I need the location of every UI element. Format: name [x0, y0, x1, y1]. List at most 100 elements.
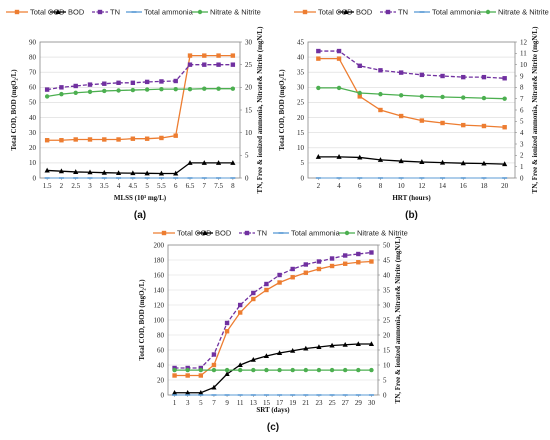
data-point: [316, 48, 321, 54]
data-point: [172, 367, 177, 373]
x-tick-label: 7.5: [214, 182, 223, 190]
y-right-tick-label: 20: [245, 84, 253, 92]
legend-label: Total ammonia: [432, 8, 482, 17]
data-point: [116, 137, 121, 142]
y-right-tick-label: 6: [520, 106, 524, 114]
data-point: [115, 170, 122, 176]
data-point: [87, 82, 93, 87]
x-tick-label: 21: [302, 399, 310, 407]
data-point: [251, 290, 256, 296]
x-tick-label: 19: [289, 399, 297, 407]
data-point: [398, 93, 404, 98]
data-point: [144, 170, 150, 176]
data-point: [102, 88, 107, 94]
y-right-tick-label: 50: [383, 241, 391, 249]
data-point: [460, 160, 466, 166]
x-tick-label: 13: [250, 399, 258, 407]
data-point: [87, 169, 93, 175]
data-point: [303, 270, 309, 275]
data-point: [187, 86, 193, 92]
y-right-tick-label: 10: [383, 361, 391, 369]
data-point: [481, 74, 487, 80]
y-right-tick-label: 0: [520, 174, 524, 182]
y-right-tick-label: 40: [383, 271, 391, 279]
y-right-tick-label: 2: [520, 152, 524, 160]
data-point: [481, 123, 487, 129]
data-point: [316, 56, 321, 61]
series-total-cod: [316, 56, 507, 130]
data-point: [316, 367, 322, 373]
chart-panel-2: 0204060801001201401601802000510152025303…: [138, 229, 408, 433]
x-tick-label: 8: [231, 182, 235, 190]
data-point: [378, 91, 383, 97]
series-line: [318, 50, 505, 79]
x-tick-label: 12: [418, 182, 426, 190]
legend-marker: [97, 9, 103, 15]
y-right-tick-label: 1: [520, 163, 524, 171]
series-line: [318, 57, 505, 128]
data-point: [356, 251, 361, 257]
legend-marker: [343, 9, 349, 14]
series-nitrate-nitrite: [44, 86, 236, 99]
data-point: [356, 260, 361, 265]
y-left-tick-label: 40: [297, 53, 305, 61]
y-left-axis-label: Total COD, BOD (mgO₂/L): [138, 279, 146, 361]
data-point: [377, 157, 384, 162]
data-point: [230, 86, 236, 91]
data-point: [502, 125, 507, 130]
data-point: [502, 96, 507, 101]
data-point: [369, 367, 374, 373]
series-line: [47, 88, 233, 98]
data-point: [264, 287, 269, 293]
legend-label: Nitrate & Nitrite: [498, 8, 549, 17]
data-point: [201, 160, 207, 165]
y-left-tick-label: 10: [29, 159, 37, 167]
chart-panel-0: 0 10 20 30 40 50 60 70 80 90 0 5 10 15 20 25 30 1.5 2 2.5 3 3…: [6, 8, 264, 221]
series-line: [47, 54, 233, 141]
data-point: [264, 367, 269, 373]
legend-marker: [202, 230, 208, 235]
series-tn: [44, 62, 236, 92]
data-point: [73, 90, 78, 95]
legend-label: TN: [398, 8, 408, 17]
y-left-tick-label: 80: [29, 53, 37, 61]
y-left-tick-label: 180: [154, 256, 165, 264]
data-point: [316, 344, 322, 349]
legend-label: TN: [257, 229, 267, 238]
data-point: [173, 86, 178, 92]
legend-label: BOD: [356, 8, 373, 17]
data-point: [44, 138, 50, 143]
series-nitrate-nitrite: [316, 85, 507, 101]
data-point: [316, 266, 322, 272]
y-left-tick-label: 15: [297, 129, 305, 137]
y-right-axis-label: TN, Free & ionized ammonia, Nitrate& Nit…: [531, 26, 539, 194]
data-point: [369, 250, 374, 255]
x-tick-label: 4: [337, 182, 341, 190]
data-point: [59, 85, 64, 90]
x-tick-label: 3: [186, 399, 190, 407]
panel-label: (a): [134, 210, 146, 221]
data-point: [356, 367, 361, 373]
y-right-tick-label: 7: [520, 95, 524, 103]
y-left-tick-label: 20: [157, 376, 165, 384]
data-point: [316, 259, 322, 264]
data-point: [461, 122, 466, 128]
data-point: [237, 310, 243, 315]
data-point: [130, 87, 136, 93]
data-point: [290, 275, 295, 280]
data-point: [329, 256, 335, 261]
x-tick-label: 1.5: [43, 182, 52, 190]
x-tick-label: 2: [317, 182, 321, 190]
y-right-tick-label: 35: [383, 286, 391, 294]
data-point: [159, 79, 164, 84]
y-left-tick-label: 40: [157, 361, 165, 369]
data-point: [44, 167, 50, 173]
data-point: [357, 94, 362, 99]
data-point: [303, 367, 309, 373]
data-point: [419, 72, 425, 78]
data-point: [172, 373, 177, 378]
y-left-tick-label: 70: [29, 69, 37, 77]
y-right-tick-label: 4: [520, 129, 524, 137]
data-point: [237, 367, 243, 373]
data-point: [481, 160, 487, 166]
